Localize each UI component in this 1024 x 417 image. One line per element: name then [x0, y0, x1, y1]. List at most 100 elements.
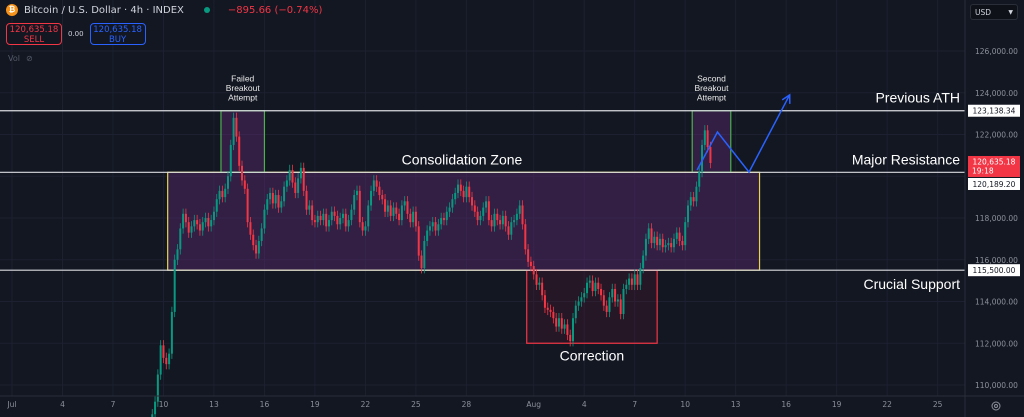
candle-body [698, 172, 701, 187]
candle-body [496, 213, 499, 221]
settings-gear-icon[interactable] [991, 401, 1001, 411]
candle-body [695, 186, 698, 202]
candle-body [527, 249, 530, 262]
candle-body [459, 184, 462, 191]
time-tick-label: 16 [781, 400, 791, 409]
breakout-zone-box [220, 110, 266, 173]
candle-body [375, 180, 378, 187]
candle-body [507, 226, 510, 235]
chevron-down-icon: ▼ [1008, 9, 1013, 16]
candle-body [426, 230, 429, 241]
candle-body [423, 240, 426, 269]
candle-body [465, 186, 468, 198]
candle-body [462, 190, 465, 198]
candle-body [347, 220, 350, 227]
candle-body [454, 192, 457, 200]
candle-body [280, 201, 283, 208]
candle-body [274, 195, 277, 204]
candle-body [210, 220, 213, 227]
candle-body [255, 245, 258, 254]
candle-body [288, 169, 291, 181]
buy-button[interactable]: 120,635.18 BUY [89, 23, 146, 45]
candle-body [249, 222, 252, 235]
candle-body [670, 243, 673, 248]
candle-body [532, 266, 535, 275]
candle-body [476, 211, 479, 221]
time-tick-label: 4 [582, 400, 587, 409]
candle-body [647, 228, 650, 239]
level-price-tag [968, 104, 1020, 117]
price-tick-label: 126,000.00 [975, 47, 1018, 56]
time-tick-label: 7 [632, 400, 637, 409]
candle-body [555, 318, 558, 327]
candle-body [597, 282, 600, 289]
breakout-label: Failed [231, 74, 254, 84]
correction-label: Correction [560, 347, 625, 363]
time-tick-label: 19 [832, 400, 842, 409]
price-tick-label: 116,000.00 [975, 256, 1018, 265]
candle-body [176, 249, 179, 260]
candle-body [344, 213, 347, 227]
volume-label: Vol [8, 54, 20, 63]
candle-body [541, 282, 544, 296]
breakout-label: Breakout [694, 83, 729, 93]
candle-body [193, 220, 196, 227]
currency-select[interactable]: USD ▼ [970, 4, 1018, 20]
candle-body [333, 211, 336, 216]
candle-body [442, 218, 445, 221]
trade-panel: 120,635.18 SELL 0.00 120,635.18 BUY [6, 23, 146, 45]
candle-body [504, 215, 507, 227]
candle-body [190, 226, 193, 233]
sell-label: SELL [23, 35, 45, 45]
candle-body [543, 295, 546, 308]
candle-body [703, 130, 706, 145]
candle-body [499, 220, 502, 225]
time-tick-label: 13 [731, 400, 741, 409]
buy-label: BUY [108, 35, 127, 45]
candle-body [350, 209, 353, 221]
candle-body [356, 190, 359, 196]
candle-body [395, 207, 398, 214]
candle-body [327, 220, 330, 227]
candle-body [313, 220, 316, 223]
candle-body [400, 205, 403, 221]
time-tick-label: 7 [111, 400, 116, 409]
candle-body [311, 205, 314, 221]
candle-body [605, 305, 608, 312]
bitcoin-icon: ₿ [6, 4, 18, 16]
candle-body [241, 165, 244, 181]
candle-body [232, 117, 235, 145]
candle-body [577, 301, 580, 306]
candle-body [681, 240, 684, 246]
candle-body [165, 357, 168, 365]
candle-body [283, 186, 286, 202]
candle-body [440, 218, 443, 225]
candle-body [656, 236, 659, 246]
time-tick-label: 10 [680, 400, 690, 409]
candle-body [642, 255, 645, 269]
candle-body [583, 293, 586, 298]
price-axis [965, 0, 1024, 417]
candle-body [299, 167, 302, 179]
candle-body [563, 324, 566, 329]
candle-body [378, 186, 381, 196]
candle-body [389, 205, 392, 216]
candle-body [524, 224, 527, 250]
candle-body [672, 238, 675, 248]
candle-body [414, 211, 417, 227]
eye-hidden-icon[interactable]: ⊘ [25, 54, 33, 63]
candle-body [170, 311, 173, 354]
candle-body [569, 334, 572, 342]
candle-body [269, 192, 272, 200]
sell-button[interactable]: 120,635.18 SELL [6, 23, 62, 45]
time-tick-label: 25 [933, 400, 943, 409]
candle-body [271, 192, 274, 204]
volume-indicator: Vol ⊘ [8, 54, 33, 63]
symbol-header: ₿ Bitcoin / U.S. Dollar · 4h · INDEX −89… [6, 4, 322, 16]
spread: 0.00 [68, 30, 84, 38]
candle-body [341, 213, 344, 218]
level-label: Previous ATH [875, 90, 960, 106]
symbol-title[interactable]: Bitcoin / U.S. Dollar · 4h · INDEX [24, 4, 184, 16]
candle-body [316, 215, 319, 223]
